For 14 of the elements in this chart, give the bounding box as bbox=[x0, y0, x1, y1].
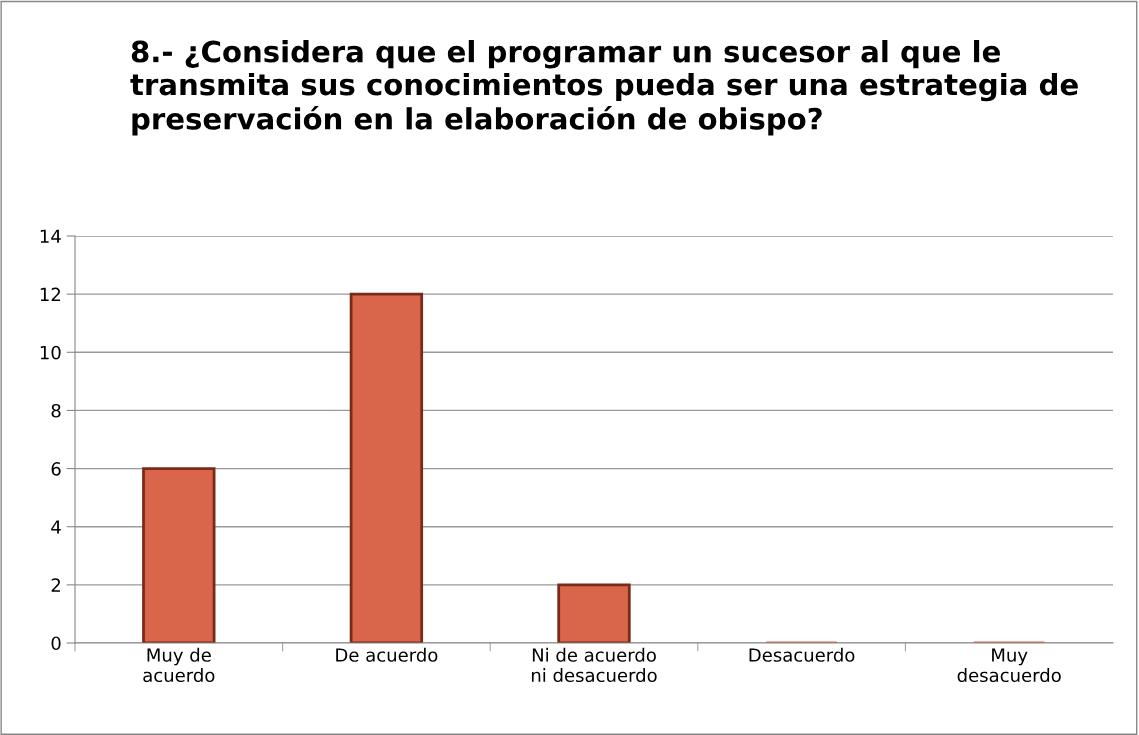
y-tick-label: 4 bbox=[51, 520, 61, 534]
x-tick-label: Ni de acuerdo ni desacuerdo bbox=[531, 647, 657, 683]
x-tick-label: De acuerdo bbox=[336, 647, 438, 662]
x-tick-label: Desacuerdo bbox=[749, 647, 855, 662]
y-tick-label: 10 bbox=[40, 345, 61, 360]
x-tick-label: Muy de acuerdo bbox=[143, 647, 215, 683]
y-tick-label: 8 bbox=[51, 403, 61, 418]
y-tick-label: 2 bbox=[51, 578, 60, 592]
y-tick-label: 6 bbox=[51, 462, 61, 476]
y-tick-label: 12 bbox=[40, 287, 60, 301]
y-tick-label: 0 bbox=[51, 636, 61, 651]
chart-title: 8.- ¿Considera que el programar un sucesor al que le transmita sus conocimientos pueda ser una estrategia de preservación en la elaboración de obispo? bbox=[130, 40, 1078, 136]
y-tick-label: 14 bbox=[40, 229, 61, 243]
x-tick-label: Muy desacuerdo bbox=[957, 648, 1061, 683]
